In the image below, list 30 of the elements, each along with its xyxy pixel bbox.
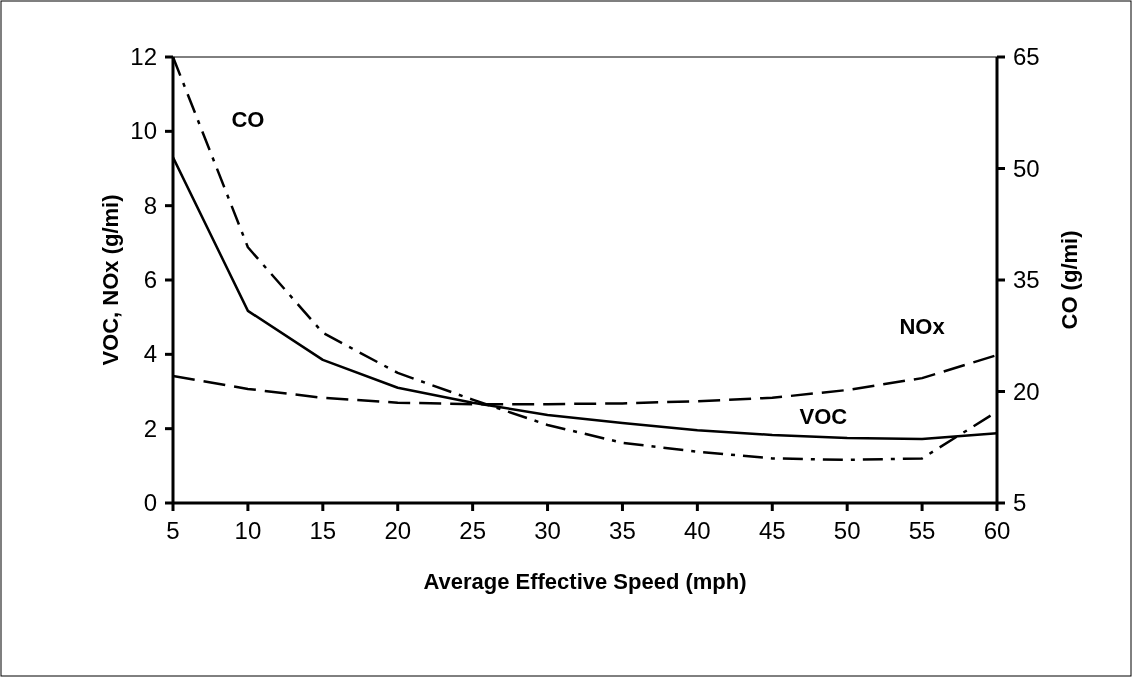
y-axis-title: VOC, NOx (g/mi)	[98, 194, 123, 366]
y2-tick-label: 5	[1013, 489, 1027, 516]
x-tick-label: 30	[534, 517, 561, 544]
x-tick-label: 5	[166, 517, 180, 544]
y2-tick-label: 50	[1013, 154, 1040, 182]
x-tick-label: 15	[309, 517, 337, 544]
x-tick-label: 45	[758, 517, 786, 544]
x-tick-label: 20	[384, 517, 412, 544]
y-tick-label: 12	[130, 43, 157, 70]
y2-tick-label: 65	[1013, 43, 1040, 70]
x-tick-label: 50	[833, 517, 861, 544]
series-label: NOx	[899, 314, 946, 340]
y2-axis-title: CO (g/mi)	[1057, 230, 1082, 330]
y-tick-label: 6	[143, 266, 157, 293]
x-tick-label: 25	[459, 517, 486, 544]
series-label: VOC	[799, 403, 848, 429]
y-tick-label: 4	[143, 340, 157, 368]
x-tick-label: 60	[983, 517, 1011, 544]
y-tick-label: 8	[143, 191, 157, 219]
y-tick-label: 2	[143, 414, 157, 442]
x-tick-label: 35	[609, 517, 636, 544]
y2-tick-label: 20	[1013, 377, 1040, 405]
y-tick-label: 0	[143, 489, 157, 516]
x-tick-label: 10	[234, 517, 262, 544]
x-axis-title: Average Effective Speed (mph)	[423, 569, 747, 594]
series-label: CO	[231, 107, 265, 133]
y2-tick-label: 35	[1013, 266, 1040, 293]
x-tick-label: 40	[684, 517, 711, 544]
x-tick-label: 55	[908, 517, 936, 544]
y-tick-label: 10	[130, 117, 157, 145]
